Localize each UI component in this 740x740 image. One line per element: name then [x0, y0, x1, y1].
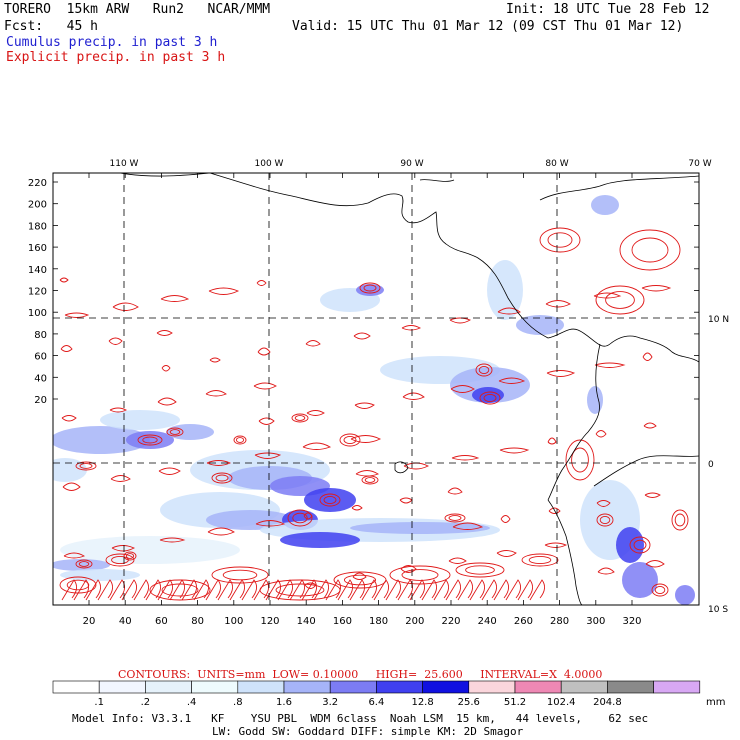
cumulus-field-label: Cumulus precip. in past 3 h: [6, 35, 218, 50]
explicit-field-label: Explicit precip. in past 3 h: [6, 50, 226, 65]
colorbar-label: 25.6: [458, 697, 480, 708]
lon-label: 90 W: [400, 159, 423, 169]
x-tick-label: 20: [83, 616, 96, 627]
colorbar-label: 12.8: [411, 697, 433, 708]
colorbar-label: .4: [187, 697, 197, 708]
x-tick-label: 100: [224, 616, 243, 627]
colorbar-swatch: [98, 680, 146, 694]
colorbar-swatch: [560, 680, 608, 694]
colorbar-swatch: [283, 680, 331, 694]
colorbar: .1 .2 .4 .8 1.6 3.2 6.4 12.8 25.6 51.2 102.4 204.8 m…: [52, 680, 725, 708]
colorbar-swatch: [468, 680, 516, 694]
y-tick-label: 40: [34, 373, 47, 384]
y-tick-label: 60: [34, 352, 47, 363]
colorbar-label: 102.4: [547, 697, 576, 708]
y-tick-label: 200: [28, 200, 47, 211]
contour-info: CONTOURS: UNITS=mm LOW= 0.10000 HIGH= 25…: [118, 668, 603, 681]
x-tick-label: 180: [369, 616, 388, 627]
colorbar-swatch: [191, 680, 239, 694]
y-tick-label: 180: [28, 221, 47, 232]
lat-label: 10 S: [708, 605, 728, 615]
lat-label: 10 N: [708, 315, 729, 325]
x-tick-label: 200: [405, 616, 424, 627]
x-tick-label: 280: [550, 616, 569, 627]
x-tick-label: 240: [478, 616, 497, 627]
colorbar-swatch: [607, 680, 654, 694]
colorbar-label: .8: [233, 697, 243, 708]
y-tick-label: 160: [28, 243, 47, 254]
y-tick-label: 100: [28, 308, 47, 319]
colorbar-label: .2: [141, 697, 151, 708]
colorbar-swatch: [422, 680, 470, 694]
y-tick-label: 120: [28, 287, 47, 298]
lon-label: 70 W: [688, 159, 711, 169]
x-tick-label: 140: [297, 616, 316, 627]
x-tick-label: 260: [514, 616, 533, 627]
x-tick-label: 80: [191, 616, 204, 627]
init-time: Init: 18 UTC Tue 28 Feb 12: [506, 2, 710, 17]
x-tick-label: 220: [441, 616, 460, 627]
lat-lon-grid: [53, 173, 699, 605]
x-tick-label: 160: [333, 616, 352, 627]
y-tick-label: 80: [34, 330, 47, 341]
colorbar-label: 204.8: [593, 697, 622, 708]
valid-time: Valid: 15 UTC Thu 01 Mar 12 (09 CST Thu …: [292, 19, 684, 34]
x-tick-label: 320: [622, 616, 641, 627]
lon-label: 110 W: [110, 159, 139, 169]
colorbar-label: .1: [94, 697, 104, 708]
colorbar-unit: mm: [706, 697, 725, 708]
colorbar-label: 1.6: [276, 697, 292, 708]
colorbar-swatch: [329, 680, 377, 694]
forecast-hour: Fcst: 45 h: [4, 19, 98, 34]
colorbar-swatch: [52, 680, 100, 694]
explicit-contours: [59, 227, 689, 601]
lon-label: 100 W: [255, 159, 284, 169]
x-tick-label: 300: [586, 616, 605, 627]
map-frame: [52, 172, 700, 606]
y-tick-label: 20: [34, 395, 47, 406]
cumulus-shading: [53, 195, 695, 605]
y-tick-label: 140: [28, 265, 47, 276]
model-title: TORERO 15km ARW Run2 NCAR/MMM: [4, 2, 271, 17]
colorbar-label: 51.2: [504, 697, 526, 708]
colorbar-swatch: [653, 680, 701, 694]
physics-info: LW: Godd SW: Goddard DIFF: simple KM: 2D…: [212, 725, 524, 738]
colorbar-label: 6.4: [368, 697, 384, 708]
model-info: Model Info: V3.3.1 KF YSU PBL WDM 6class…: [72, 712, 649, 725]
colorbar-swatch: [376, 680, 423, 694]
x-tick-label: 40: [119, 616, 132, 627]
x-tick-label: 60: [155, 616, 168, 627]
colorbar-label: 3.2: [322, 697, 338, 708]
lat-label: 0: [708, 460, 714, 470]
lon-label: 80 W: [545, 159, 568, 169]
colorbar-swatch: [237, 680, 285, 694]
colorbar-swatch: [145, 680, 192, 694]
x-tick-label: 120: [260, 616, 279, 627]
y-tick-label: 220: [28, 178, 47, 189]
colorbar-swatch: [514, 680, 562, 694]
